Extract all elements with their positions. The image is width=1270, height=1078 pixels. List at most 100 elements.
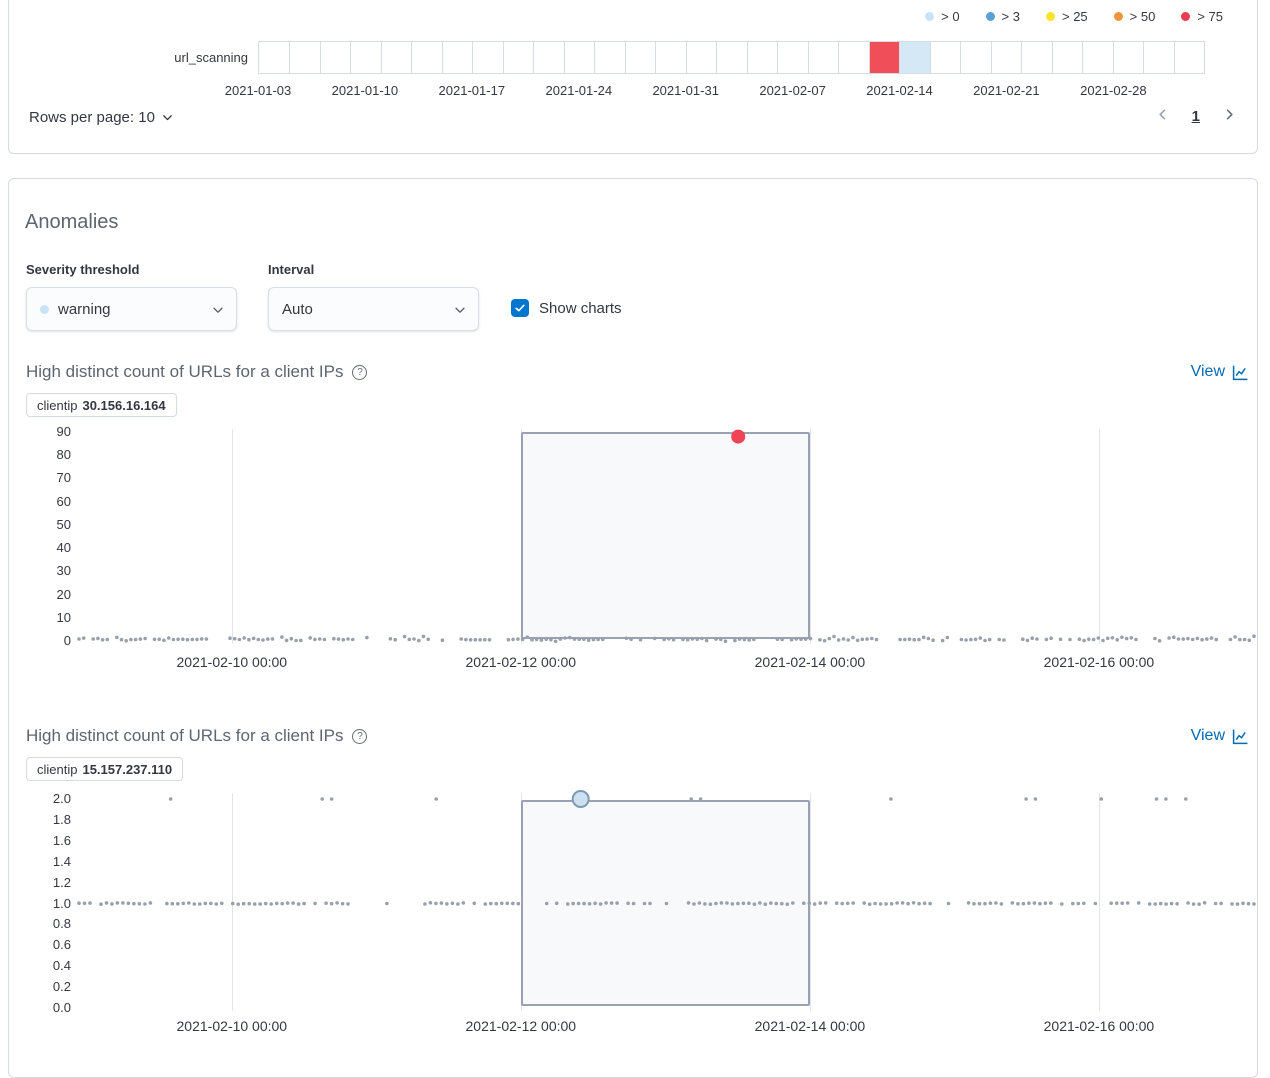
y-tick-label: 20 [56,586,71,602]
y-tick-label: 0.0 [52,1000,71,1015]
severity-threshold-label: Severity threshold [26,262,140,277]
y-tick-label: 0.2 [52,979,71,995]
anomaly-marker[interactable] [571,790,590,808]
swimlane-axis-label: 2021-01-03 [224,83,292,98]
swimlane-cell[interactable] [594,42,624,73]
swimlane-cell[interactable] [990,42,1021,73]
y-tick-label: 0 [63,633,71,648]
swimlane-cell[interactable] [868,42,900,73]
anomaly-scatter-chart[interactable] [77,429,1256,644]
y-tick-label: 80 [56,447,71,463]
swimlane-cell[interactable] [655,42,685,73]
view-link[interactable]: View [1191,727,1249,745]
help-icon[interactable] [352,728,368,744]
swimlane-cell[interactable] [899,42,930,73]
swimlane-cell[interactable] [319,42,350,73]
chevron-right-icon [1226,109,1233,120]
swimlane-cell[interactable] [1021,42,1051,73]
legend-item: > 3 [985,9,1020,24]
severity-dot-icon [1113,12,1123,21]
swimlane-cell[interactable] [502,42,533,73]
anomaly-marker[interactable] [731,429,746,444]
y-tick-label: 1.8 [52,811,71,827]
swimlane-cells[interactable] [258,41,1205,74]
view-link-label: View [1190,727,1225,744]
pagination-prev-button[interactable] [1149,103,1176,129]
pagination-page-1-button[interactable]: 1 [1184,104,1208,129]
pagination: 1 [1149,103,1243,129]
swimlane-axis-label: 2021-02-21 [973,83,1040,98]
selected-anomaly-window [520,432,810,639]
swimlane-cell[interactable] [411,42,441,73]
chevron-down-icon [163,115,172,121]
y-tick-label: 1.2 [52,874,71,890]
chart-header: High distinct count of URLs for a client… [26,723,1249,749]
swimlane-cell[interactable] [777,42,807,73]
severity-dot-icon [985,12,995,21]
legend-label: > 75 [1197,9,1223,24]
swimlane-cell[interactable] [259,42,289,73]
swimlane-cell[interactable] [1143,42,1173,73]
severity-dot-icon [1181,12,1191,21]
swimlane-cell[interactable] [1112,42,1143,73]
swimlane-cell[interactable] [807,42,838,73]
swimlane-axis-label: 2021-01-10 [331,83,399,98]
swimlane-cell[interactable] [289,42,319,73]
swimlane-axis: 2021-01-03 2021-01-10 2021-01-17 2021-01-24… [225,83,1205,99]
y-tick-label: 1.4 [52,853,71,869]
swimlane-cell[interactable] [624,42,655,73]
swimlane-cell[interactable] [441,42,472,73]
legend-item: > 25 [1045,9,1088,24]
swimlane-cell[interactable] [929,42,960,73]
swimlane-axis-label: 2021-01-17 [438,83,506,98]
legend-label: > 3 [1001,9,1020,24]
severity-threshold-value: warning [58,300,111,318]
scatter-points [77,429,1256,644]
swimlane-cell[interactable] [685,42,716,73]
rows-per-page-button[interactable]: Rows per page: 10 [23,105,180,130]
swimlane-cell[interactable] [1173,42,1204,73]
check-icon [515,304,525,312]
show-charts-checkbox[interactable] [511,299,529,317]
x-tick-label: 2021-02-10 00:00 [176,1018,288,1034]
legend-label: > 25 [1061,9,1088,24]
swimlane-cell[interactable] [380,42,411,73]
swimlane-cell[interactable] [716,42,746,73]
y-tick-label: 1.0 [52,895,71,911]
swimlane-cell[interactable] [472,42,502,73]
line-chart-icon [1232,365,1248,380]
y-axis: 90 80 70 60 50 40 30 20 10 0 [9,424,71,648]
show-charts-label: Show charts [539,299,622,317]
swimlane-axis-label: 2021-02-28 [1080,83,1147,98]
interval-select[interactable]: Auto [268,287,479,331]
swimlane-cell[interactable] [1082,42,1112,73]
gridline [1098,793,1100,1011]
swimlane-cell[interactable] [563,42,594,73]
swimlane-cell[interactable] [350,42,380,73]
pagination-next-button[interactable] [1216,103,1243,129]
y-tick-label: 40 [56,540,71,556]
anomaly-scatter-chart[interactable] [77,790,1256,1011]
help-icon[interactable] [352,364,368,380]
clientip-badge: clientip 30.156.16.164 [26,393,177,417]
y-tick-label: 50 [56,516,71,532]
swimlane-cell[interactable] [960,42,990,73]
scatter-points [77,790,1256,906]
severity-dot-icon [925,12,935,21]
warning-severity-dot-icon [40,304,49,314]
clientip-badge: clientip 15.157.237.110 [26,757,184,781]
swimlane-axis-label: 2021-02-07 [759,83,826,98]
anomaly-chart-block: High distinct count of URLs for a client… [9,359,1257,689]
y-tick-label: 10 [56,609,71,625]
x-tick-label: 2021-02-10 00:00 [176,654,288,670]
badge-value: 30.156.16.164 [82,397,166,413]
swimlane-cell[interactable] [838,42,868,73]
swimlane-cell[interactable] [1051,42,1082,73]
x-tick-label: 2021-02-12 00:00 [465,654,577,670]
y-tick-label: 70 [56,470,71,486]
swimlane-cell[interactable] [746,42,777,73]
swimlane-cell[interactable] [533,42,563,73]
severity-threshold-select[interactable]: warning [26,287,237,331]
y-tick-label: 0.8 [52,916,71,932]
view-link[interactable]: View [1191,363,1249,381]
